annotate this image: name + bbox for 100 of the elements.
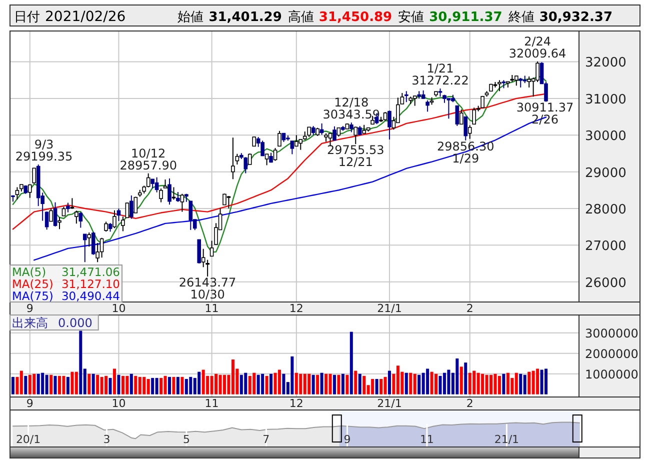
x-tick-label: 5 — [182, 433, 190, 446]
candlestick — [426, 100, 430, 112]
bar — [404, 372, 408, 394]
candlestick — [518, 77, 523, 88]
x-tick-label: 11 — [204, 302, 219, 315]
annotation: 9/3 29199.35 — [15, 138, 73, 164]
bar — [337, 374, 340, 394]
bar — [354, 370, 358, 394]
bar — [210, 376, 214, 394]
bar — [265, 376, 268, 394]
candlestick — [311, 125, 316, 136]
y-tick-label: 3000000 — [585, 326, 638, 340]
bar — [278, 370, 281, 394]
annotation: 26143.77 10/30 — [178, 276, 236, 302]
bar — [514, 372, 518, 394]
bar — [180, 376, 184, 394]
bar — [544, 368, 548, 394]
bar — [438, 376, 442, 394]
bar — [303, 374, 306, 394]
bar — [430, 372, 434, 394]
candlestick — [74, 210, 78, 224]
bar — [160, 378, 163, 394]
annotation: 12/18 30343.59 — [322, 96, 380, 122]
candlestick — [58, 216, 62, 230]
bar — [218, 374, 222, 394]
annotation: 29755.53 12/21 — [327, 143, 384, 170]
bar — [426, 368, 430, 394]
bar — [66, 376, 70, 394]
bar — [485, 374, 488, 394]
candlestick — [172, 186, 176, 200]
annotation: 0.000 — [58, 316, 92, 330]
candlestick — [320, 122, 324, 136]
y-tick-label: 32000 — [585, 56, 626, 71]
bar — [164, 376, 167, 394]
y-tick-label: 27000 — [585, 239, 626, 254]
bar — [472, 370, 476, 394]
candlestick — [201, 248, 206, 268]
candlestick — [49, 208, 53, 222]
candlestick — [32, 168, 36, 184]
bar — [58, 376, 61, 394]
candlestick — [44, 210, 49, 230]
bar — [294, 372, 298, 394]
bar — [494, 374, 497, 394]
bar — [130, 374, 133, 394]
annotation: 1/21 31272.22 — [412, 61, 469, 88]
candlestick — [28, 184, 32, 198]
candlestick — [222, 193, 226, 206]
candlestick — [514, 75, 518, 86]
bar — [396, 366, 400, 394]
bar — [184, 378, 188, 394]
candlestick — [87, 232, 92, 248]
candlestick — [116, 208, 121, 222]
bar — [74, 372, 78, 394]
candlestick — [91, 231, 96, 256]
bar — [261, 374, 264, 394]
candlestick — [100, 237, 104, 258]
bar — [320, 372, 324, 394]
candlestick — [294, 134, 298, 147]
annotation: 2/24 32009.64 — [508, 34, 566, 60]
candlestick — [197, 239, 202, 264]
bar — [252, 372, 256, 394]
annotation: 30,490.44 — [61, 289, 120, 303]
text: 終値 30,932.37 — [507, 10, 613, 25]
candlestick — [231, 137, 235, 180]
bar — [422, 372, 425, 394]
bar — [168, 376, 171, 394]
bar — [498, 376, 501, 394]
candlestick — [188, 200, 193, 230]
candlestick — [328, 132, 332, 147]
x-tick-label: 11 — [420, 433, 434, 446]
bar — [100, 376, 104, 394]
candlestick — [150, 178, 154, 189]
candlestick — [455, 105, 460, 126]
bar — [104, 376, 108, 394]
candlestick — [354, 126, 358, 145]
y-tick-label: 26000 — [585, 276, 626, 291]
x-tick-label: 2 — [466, 302, 474, 315]
x-tick-label: 21/1 — [494, 433, 520, 446]
bar — [447, 370, 450, 394]
y-tick-label: 30000 — [585, 129, 626, 144]
bar — [108, 378, 112, 394]
bar — [45, 374, 48, 394]
bar — [324, 374, 328, 394]
candlestick — [248, 152, 252, 165]
bar — [442, 372, 446, 394]
bar — [362, 376, 366, 394]
candlestick — [159, 188, 163, 203]
candlestick — [176, 191, 180, 202]
bar — [20, 370, 23, 394]
bar — [126, 376, 129, 394]
bar — [138, 376, 142, 394]
bar — [312, 374, 315, 394]
bar — [464, 362, 468, 394]
candlestick — [168, 178, 172, 206]
y-tick-label: 28000 — [585, 202, 626, 218]
bar — [54, 376, 57, 394]
candlestick — [244, 156, 248, 174]
candlestick — [273, 147, 278, 162]
y-tick-label: 31000 — [585, 92, 626, 108]
candlestick — [527, 76, 531, 88]
